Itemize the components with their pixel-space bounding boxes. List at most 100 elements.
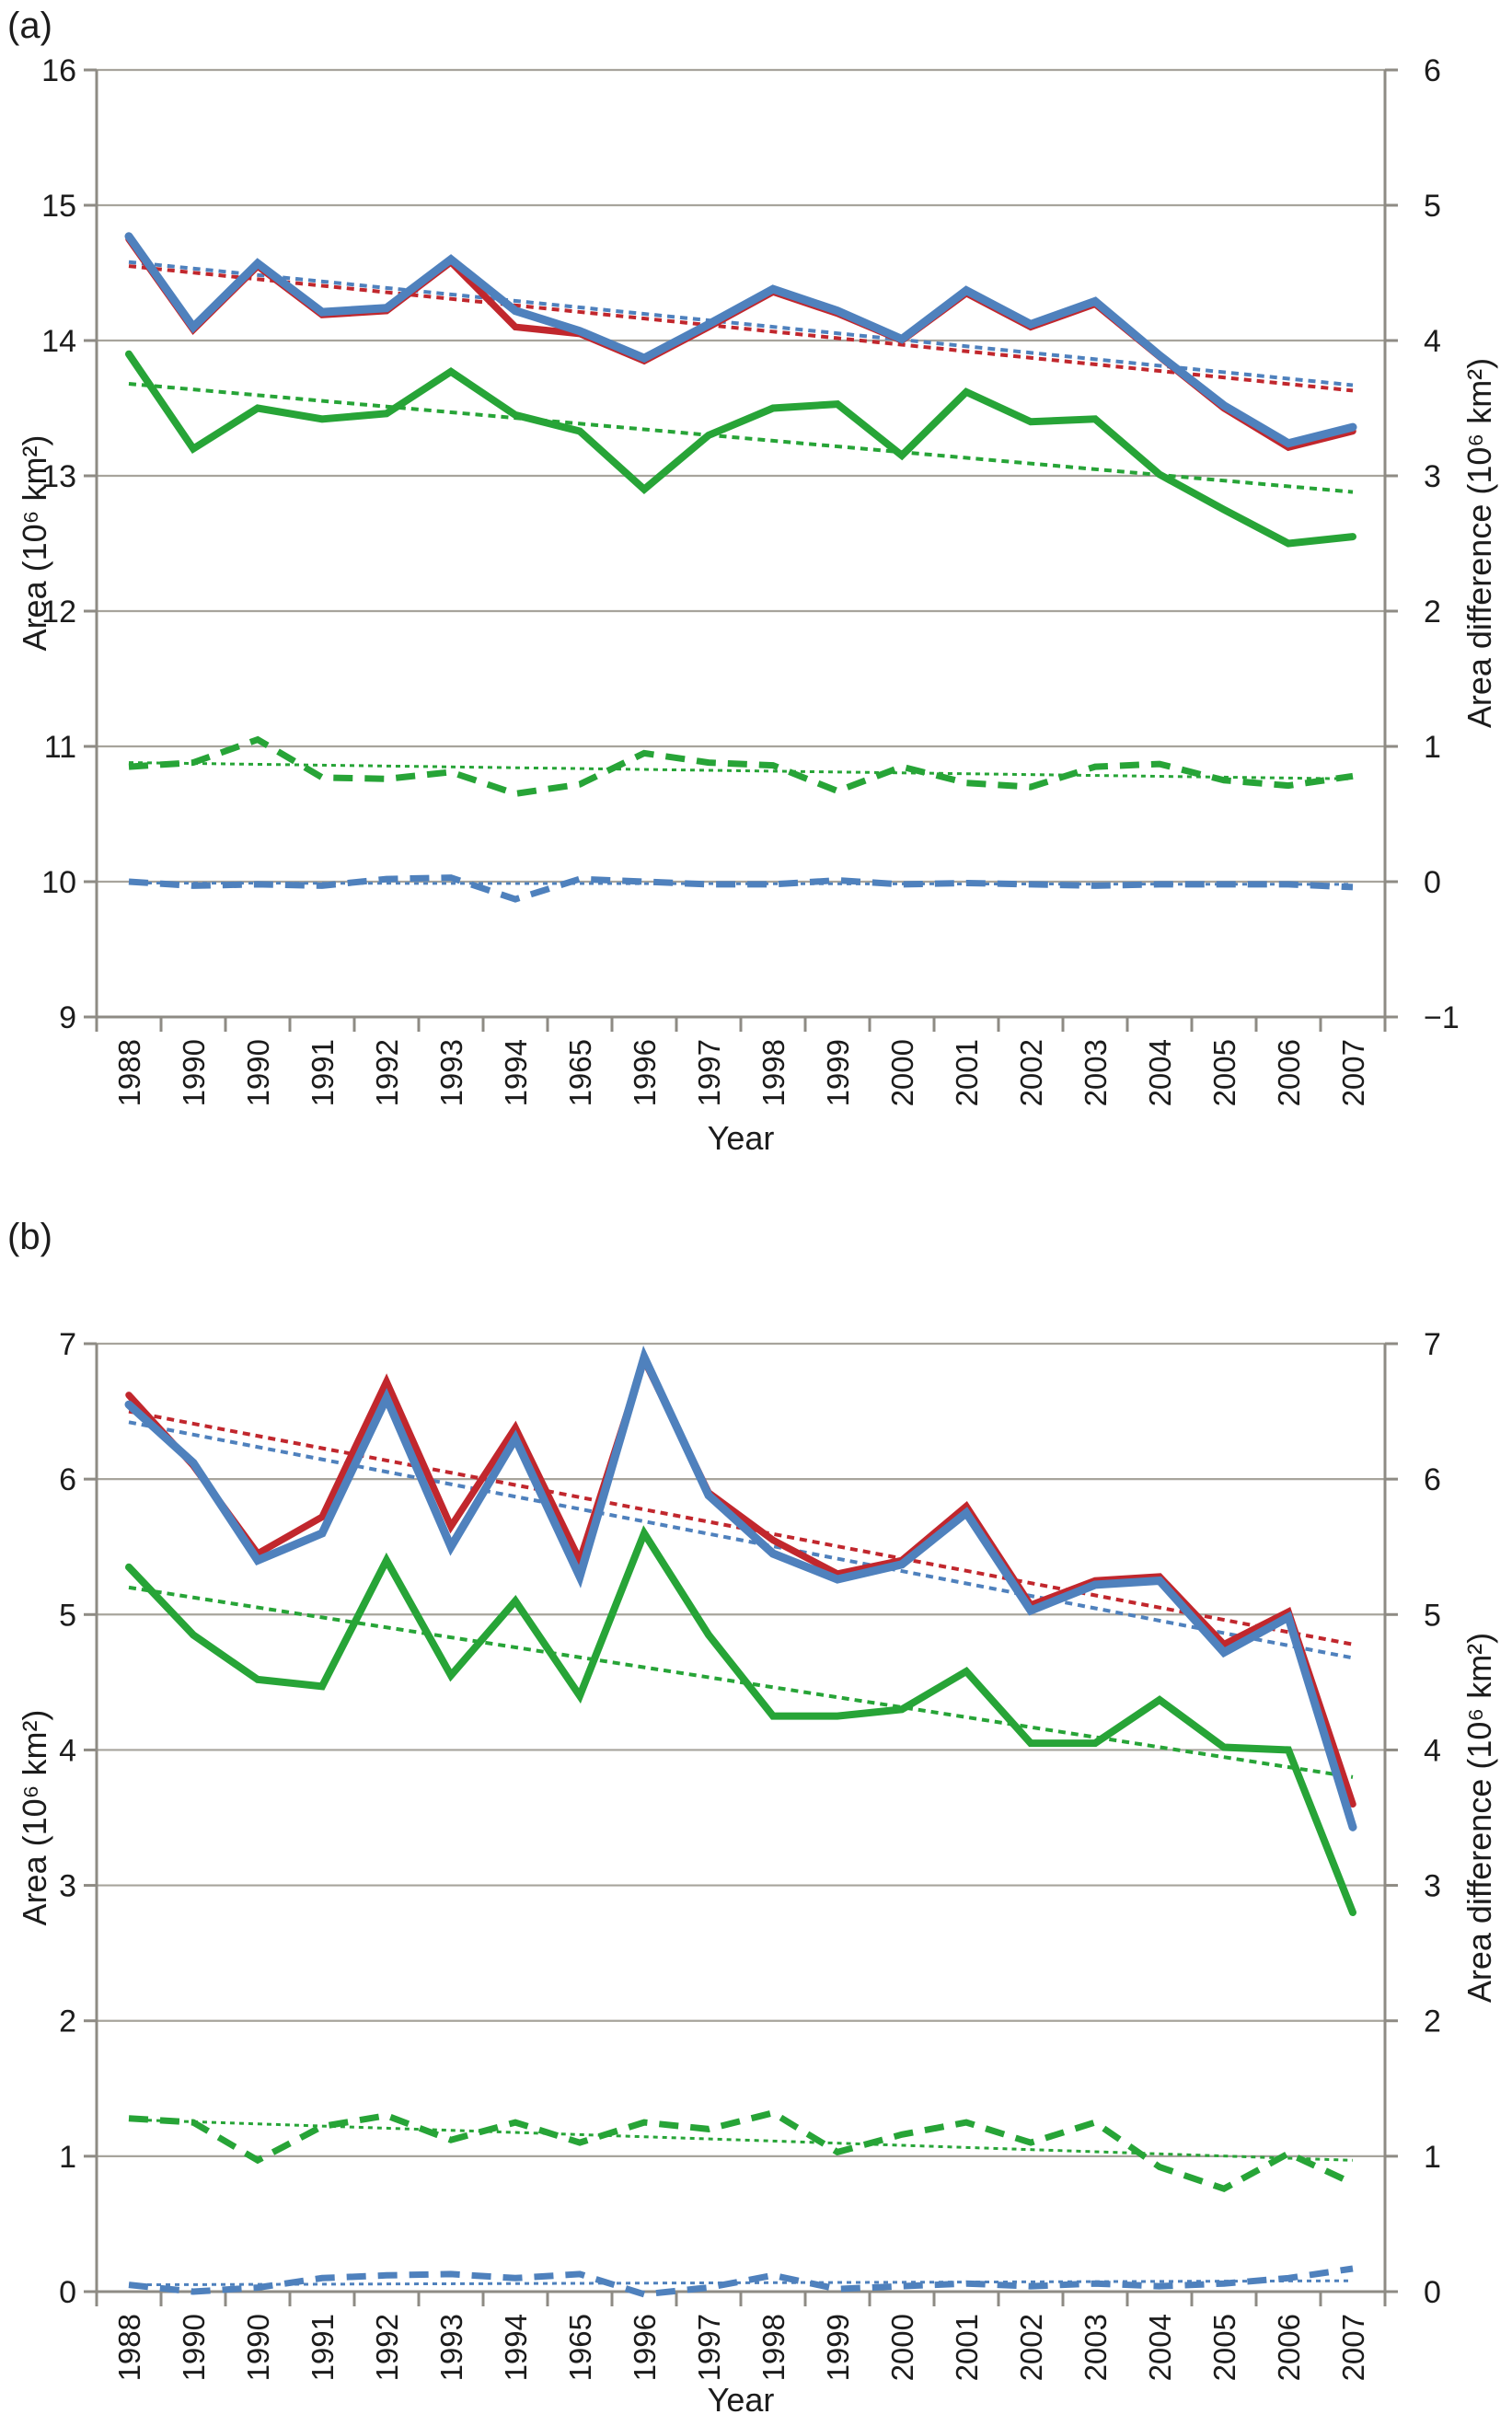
series-green-difference-trendline	[128, 2118, 1354, 2162]
year-label: 1990	[241, 2314, 275, 2381]
left-tick-label: 3	[59, 1869, 76, 1904]
left-tick-label: 11	[44, 730, 76, 765]
year-label: 1990	[177, 2314, 211, 2381]
right-tick-label: 1	[1424, 2140, 1441, 2175]
year-label: 2004	[1143, 2314, 1177, 2381]
series-green-difference-trendline	[128, 761, 1354, 780]
year-label: 2007	[1336, 2314, 1370, 2381]
right-tick-label: 5	[1424, 189, 1441, 224]
year-label: 1990	[241, 1039, 275, 1106]
year-label: 2005	[1207, 1039, 1241, 1106]
series-green-trendline	[128, 382, 1354, 494]
series-blue-dashed-difference	[128, 2265, 1354, 2298]
year-label: 1997	[692, 1039, 726, 1106]
series-blue-trendline	[128, 260, 1354, 387]
left-tick-label: 0	[59, 2275, 76, 2310]
year-label: 1998	[756, 2314, 791, 2381]
left-tick-label: 13	[41, 459, 76, 494]
series-red-trendline	[128, 264, 1354, 393]
left-tick-label: 4	[59, 1733, 76, 1768]
left-tick-label: 9	[59, 1000, 76, 1035]
year-label: 2000	[885, 2314, 919, 2381]
year-label: 2003	[1079, 2314, 1113, 2381]
year-label: 1999	[821, 2314, 855, 2381]
panel-b-label: (b)	[7, 1217, 52, 1257]
right-tick-label: 3	[1424, 1869, 1441, 1904]
year-label: 1998	[756, 1039, 791, 1106]
series-blue-line	[124, 232, 1357, 448]
year-label: 2006	[1272, 2314, 1306, 2381]
series-blue-trendline	[128, 1420, 1354, 1660]
year-label: 2002	[1014, 2314, 1048, 2381]
year-label: 1997	[692, 2314, 726, 2381]
right-tick-label: 4	[1424, 324, 1441, 359]
year-label: 1996	[628, 2314, 662, 2381]
series-green-dashed-difference	[128, 735, 1354, 797]
series-green-dashed-difference	[128, 2109, 1355, 2193]
right-tick-label: −1	[1424, 1000, 1460, 1035]
year-label: 1988	[112, 1039, 146, 1106]
series-blue-difference-trendline	[128, 2279, 1354, 2287]
year-label: 1965	[563, 1039, 597, 1106]
left-tick-label: 7	[59, 1327, 76, 1362]
left-tick-label: 6	[59, 1462, 76, 1497]
panel-a-label: (a)	[7, 6, 52, 46]
left-tick-label: 16	[41, 53, 76, 88]
series-green-line	[125, 1525, 1356, 1916]
panel-a-right-axis-title: Area difference (10⁶ km²)	[1460, 357, 1498, 729]
right-tick-label: 7	[1424, 1327, 1441, 1362]
panel-b-plot: 7 6 5 4 3 2 1 0 7 6 5 4 3 2 1 0 1988 1990 1990 1991 1992 1993…	[59, 1327, 1441, 2381]
right-tick-label: 1	[1424, 730, 1441, 765]
year-label: 1988	[112, 2314, 146, 2381]
left-tick-label: 14	[41, 324, 76, 359]
right-tick-label: 2	[1424, 595, 1441, 630]
series-green-trendline	[128, 1585, 1354, 1779]
series-red-line	[125, 1350, 1356, 1808]
year-label: 2005	[1207, 2314, 1241, 2381]
year-label: 1999	[821, 1039, 855, 1106]
year-label: 1990	[177, 1039, 211, 1106]
series-green-line	[125, 350, 1356, 548]
year-label: 1994	[499, 2314, 533, 2381]
year-label: 1996	[628, 1039, 662, 1106]
year-label: 2004	[1143, 1039, 1177, 1106]
year-label: 1991	[306, 1039, 340, 1106]
year-label: 1993	[434, 2314, 468, 2381]
left-tick-label: 1	[59, 2140, 76, 2175]
right-tick-label: 5	[1424, 1598, 1441, 1633]
year-label: 1991	[306, 2314, 340, 2381]
year-label: 2002	[1014, 1039, 1048, 1106]
year-label: 1992	[370, 2314, 404, 2381]
panel-b-right-axis-title: Area difference (10⁶ km²)	[1460, 1632, 1498, 2004]
year-label: 2000	[885, 1039, 919, 1106]
year-label: 1993	[434, 1039, 468, 1106]
series-blue-dashed-difference	[128, 874, 1354, 903]
year-label: 2007	[1336, 1039, 1370, 1106]
right-tick-label: 6	[1424, 1462, 1441, 1497]
panel-b-left-axis-title: Area (10⁶ km²)	[16, 1709, 53, 1926]
year-label: 2006	[1272, 1039, 1306, 1106]
right-tick-label: 3	[1424, 459, 1441, 494]
year-label: 2001	[950, 2314, 984, 2381]
right-tick-label: 2	[1424, 2004, 1441, 2039]
left-tick-label: 12	[41, 595, 76, 630]
left-tick-label: 15	[41, 189, 76, 224]
right-tick-label: 0	[1424, 2275, 1441, 2310]
panel-b-x-axis-title: Year	[707, 2381, 775, 2419]
year-label: 1965	[563, 2314, 597, 2381]
year-label: 2001	[950, 1039, 984, 1106]
left-tick-label: 10	[41, 865, 76, 900]
left-tick-label: 5	[59, 1598, 76, 1633]
left-tick-label: 2	[59, 2004, 76, 2039]
panel-a-x-axis-title: Year	[707, 1119, 775, 1157]
year-label: 2003	[1079, 1039, 1113, 1106]
panel-a-left-axis-title: Area (10⁶ km²)	[16, 434, 53, 652]
year-label: 1992	[370, 1039, 404, 1106]
series-blue-line	[124, 1345, 1357, 1831]
right-tick-label: 6	[1424, 53, 1441, 88]
year-label: 1994	[499, 1039, 533, 1106]
right-tick-label: 4	[1424, 1733, 1441, 1768]
right-tick-label: 0	[1424, 865, 1441, 900]
